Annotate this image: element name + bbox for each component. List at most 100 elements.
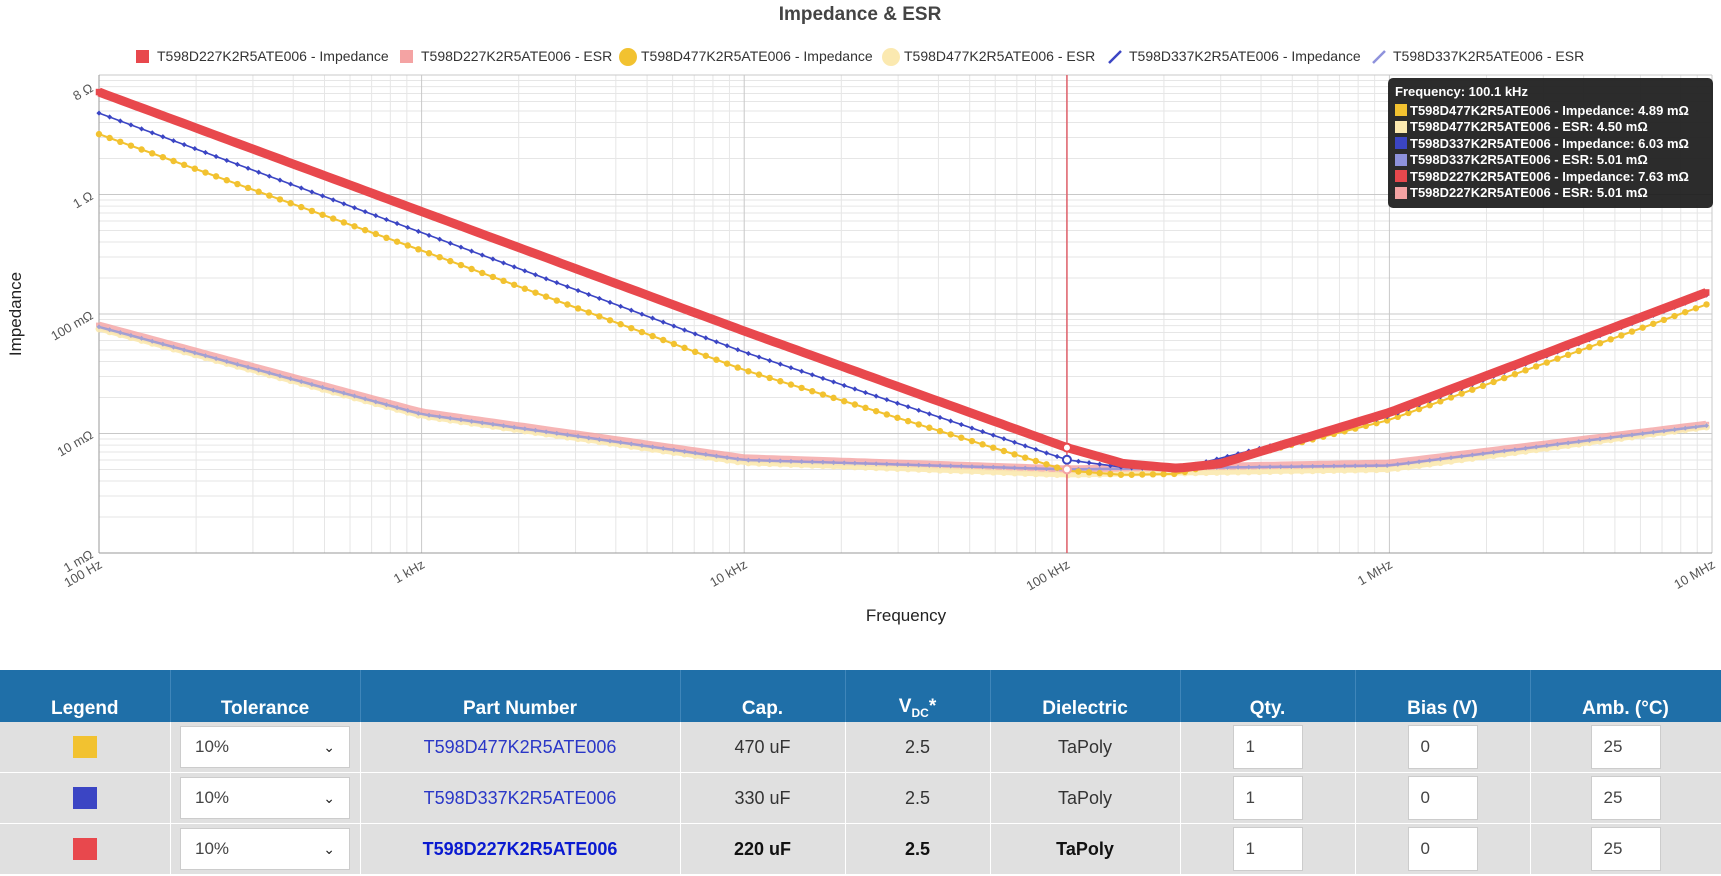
tolerance-select[interactable]: 10% ⌄ — [180, 828, 350, 870]
data-point-marker — [141, 105, 148, 113]
data-point-marker — [1277, 467, 1285, 475]
data-point-marker — [558, 260, 565, 267]
tolerance-cell: 10% ⌄ — [170, 722, 361, 773]
data-point-marker — [869, 374, 876, 381]
data-point-marker — [575, 433, 581, 439]
amb-input[interactable]: 25 — [1590, 725, 1661, 769]
tooltip-swatch — [1395, 186, 1407, 199]
data-point-marker — [687, 447, 694, 454]
data-point-marker — [1001, 436, 1007, 442]
data-point-marker — [1000, 447, 1008, 455]
data-point-marker — [862, 389, 869, 396]
data-point-marker — [606, 317, 614, 324]
data-point-marker — [1354, 418, 1361, 426]
data-point-marker — [841, 397, 848, 405]
data-point-marker — [437, 414, 443, 420]
tolerance-select[interactable]: 10% ⌄ — [180, 777, 350, 819]
data-point-marker — [338, 178, 345, 186]
data-point-marker — [929, 395, 937, 403]
bias-input[interactable]: 0 — [1407, 776, 1478, 820]
data-point-marker — [1704, 423, 1710, 429]
tolerance-value: 10% — [195, 839, 230, 858]
bias-input[interactable]: 0 — [1407, 725, 1478, 769]
data-point-marker — [588, 271, 596, 278]
data-point-marker — [288, 181, 294, 187]
qty-input[interactable]: 1 — [1232, 725, 1303, 769]
data-point-marker — [1223, 468, 1231, 476]
data-point-marker — [694, 448, 701, 455]
data-point-marker — [957, 467, 965, 475]
data-point-marker — [285, 373, 292, 380]
data-point-marker — [1033, 465, 1039, 471]
data-point-marker — [1288, 464, 1294, 470]
data-point-marker — [1628, 328, 1636, 335]
data-point-marker — [277, 156, 285, 163]
data-point-marker — [1299, 464, 1305, 470]
data-point-marker — [575, 287, 581, 294]
legend-item-label: T598D227K2R5ATE006 - Impedance — [157, 48, 389, 64]
data-point-marker — [1533, 444, 1539, 450]
tooltip-row: T598D477K2R5ATE006 - ESR: 4.50 mΩ — [1395, 119, 1706, 136]
data-point-marker — [505, 421, 512, 428]
data-point-marker — [266, 192, 273, 199]
data-point-marker — [1081, 449, 1088, 456]
legend-swatch — [72, 736, 97, 759]
part-number-link[interactable]: T598D337K2R5ATE006 — [423, 787, 617, 808]
data-point-marker — [618, 439, 624, 445]
amb-input[interactable]: 25 — [1590, 776, 1661, 820]
data-point-marker — [564, 284, 571, 290]
data-point-marker — [755, 371, 763, 378]
data-point-marker — [128, 333, 134, 339]
data-point-marker — [298, 379, 304, 385]
qty-input[interactable]: 1 — [1232, 776, 1303, 820]
data-point-marker — [415, 410, 421, 416]
data-point-marker — [1086, 460, 1092, 466]
tooltip-row: T598D337K2R5ATE006 - Impedance: 6.03 mΩ — [1395, 135, 1706, 152]
data-point-marker — [894, 400, 901, 406]
data-point-marker — [798, 461, 806, 469]
data-point-marker — [266, 370, 272, 376]
part-number-link[interactable]: T598D227K2R5ATE006 — [422, 838, 618, 859]
data-point-marker — [831, 460, 837, 466]
data-point-marker — [315, 170, 323, 177]
data-point-marker — [801, 457, 808, 464]
data-point-marker — [95, 130, 103, 138]
data-point-marker — [1586, 437, 1592, 443]
tolerance-select[interactable]: 10% ⌄ — [180, 726, 350, 768]
data-point-marker — [1536, 352, 1543, 359]
data-point-marker — [1692, 305, 1700, 312]
data-point-marker — [323, 383, 330, 390]
data-point-marker — [1096, 453, 1103, 461]
data-point-marker — [820, 459, 826, 465]
amb-input[interactable]: 25 — [1590, 827, 1661, 871]
chevron-down-icon: ⌄ — [323, 738, 335, 755]
data-point-marker — [468, 265, 475, 273]
data-point-marker — [511, 424, 517, 430]
data-point-marker — [588, 433, 595, 440]
data-point-marker — [1001, 465, 1007, 471]
tooltip-row: T598D227K2R5ATE006 - ESR: 5.01 mΩ — [1395, 185, 1706, 202]
bias-input[interactable]: 0 — [1407, 827, 1478, 871]
data-point-marker — [915, 465, 923, 473]
data-point-marker — [703, 335, 709, 341]
data-point-marker — [1532, 363, 1540, 370]
data-point-marker — [1437, 398, 1444, 405]
data-point-marker — [770, 456, 777, 463]
data-point-marker — [532, 272, 539, 278]
data-point-marker — [1575, 347, 1582, 355]
data-point-marker — [224, 358, 230, 364]
part-number-link[interactable]: T598D477K2R5ATE006 — [423, 736, 617, 757]
data-point-marker — [852, 460, 858, 466]
qty-input[interactable]: 1 — [1232, 827, 1303, 871]
data-point-marker — [641, 441, 648, 448]
data-point-marker — [756, 457, 762, 463]
data-point-marker — [876, 376, 884, 384]
data-point-marker — [469, 418, 475, 424]
data-point-marker — [745, 368, 752, 375]
data-point-marker — [1107, 470, 1114, 478]
data-point-marker — [611, 436, 618, 443]
data-point-marker — [891, 382, 899, 389]
data-point-marker — [838, 363, 846, 370]
data-point-marker — [118, 97, 125, 104]
data-point-marker — [1245, 468, 1253, 476]
